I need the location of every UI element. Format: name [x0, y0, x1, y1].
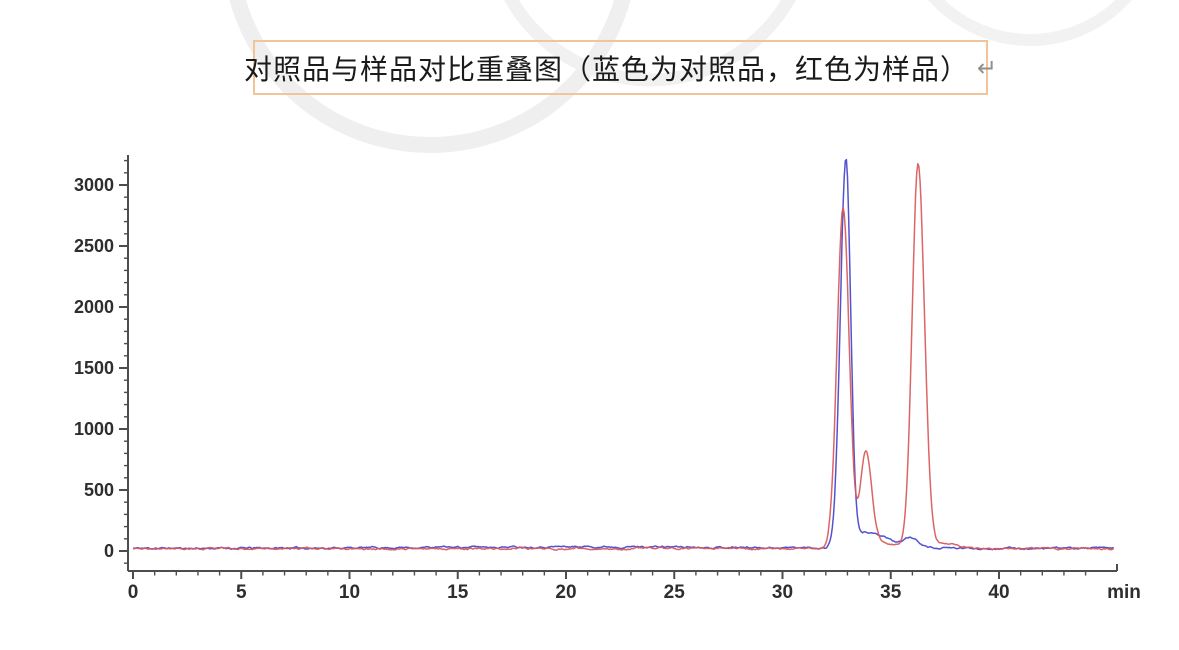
x-tick-label: 35 [880, 582, 902, 603]
x-tick-label: 15 [447, 582, 469, 603]
x-axis-unit-label: min [1107, 582, 1141, 603]
y-tick-label: 1500 [74, 358, 114, 378]
y-tick-label: 0 [104, 541, 114, 561]
y-tick-label: 2000 [74, 297, 114, 317]
x-tick-label: 20 [555, 582, 576, 603]
x-tick-label: 10 [339, 582, 360, 603]
x-tick-label: 0 [128, 582, 139, 603]
trace-reference-blue [132, 158, 1115, 551]
x-tick-label: 5 [236, 582, 247, 603]
x-tick-label: 30 [772, 582, 793, 603]
chart-title: 对照品与样品对比重叠图（蓝色为对照品，红色为样品） [243, 54, 969, 86]
chromatogram: 0 500 1000 1500 2000 2500 3000 0 5 10 15 20 25 30 35 40… [0, 100, 1179, 645]
y-tick-label: 1000 [74, 419, 114, 439]
y-tick-label: 2500 [74, 236, 114, 256]
paragraph-return-icon: ↵ [976, 53, 998, 82]
watermark-arc [928, 0, 1132, 46]
chromatogram-svg: 0 500 1000 1500 2000 2500 3000 0 5 10 15 20 25 30 35 40… [74, 155, 1141, 603]
y-tick-label: 500 [84, 480, 114, 500]
title-box: 对照品与样品对比重叠图（蓝色为对照品，红色为样品） ↵ [244, 40, 997, 95]
x-tick-label: 40 [988, 582, 1009, 603]
trace-sample-red [132, 162, 1115, 551]
y-tick-label: 3000 [74, 175, 114, 195]
x-tick-label: 25 [664, 582, 686, 603]
